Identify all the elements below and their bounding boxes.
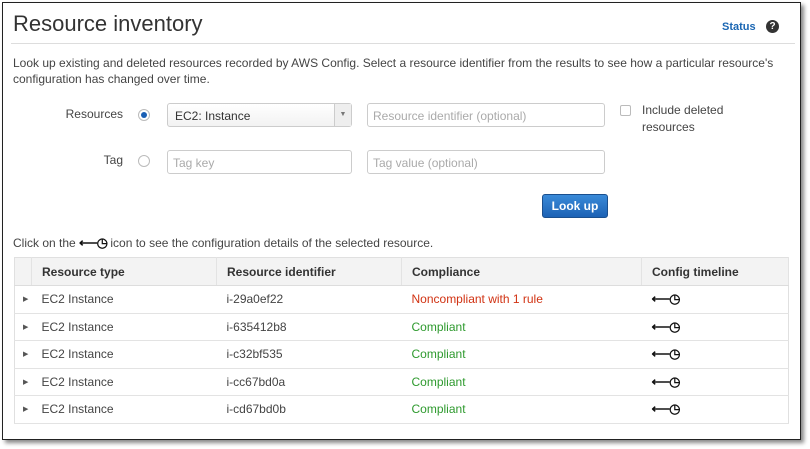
config-timeline-cell: ⟵◷ [641, 368, 789, 396]
config-timeline-cell: ⟵◷ [641, 285, 789, 314]
expand-row-icon[interactable]: ▶ [14, 313, 32, 341]
table-row: ▶ EC2 Instance i-29a0ef22 Noncompliant w… [14, 285, 789, 314]
column-resource-identifier[interactable]: Resource identifier [216, 257, 402, 286]
expand-row-icon[interactable]: ▶ [14, 368, 32, 396]
config-timeline-icon[interactable]: ⟵◷ [651, 373, 681, 389]
resource-identifier-cell[interactable]: i-635412b8 [216, 313, 402, 341]
expand-row-icon[interactable]: ▶ [14, 285, 32, 314]
table-header: Resource type Resource identifier Compli… [14, 257, 789, 286]
resource-type-cell: EC2 Instance [31, 395, 217, 424]
tag-value-input[interactable]: Tag value (optional) [367, 150, 605, 174]
hint-text: Click on the ⟵◷ icon to see the configur… [13, 235, 433, 251]
resource-type-cell: EC2 Instance [31, 368, 217, 396]
resources-radio[interactable] [138, 109, 150, 121]
column-config-timeline[interactable]: Config timeline [641, 257, 789, 286]
resource-identifier-cell[interactable]: i-c32bf535 [216, 340, 402, 369]
config-timeline-icon: ⟵◷ [79, 235, 108, 250]
resource-identifier-input[interactable]: Resource identifier (optional) [367, 103, 605, 127]
resource-type-value: EC2: Instance [175, 109, 251, 123]
resource-type-select[interactable]: EC2: Instance ▼ [167, 103, 352, 127]
table-row: ▶ EC2 Instance i-cd67bd0b Compliant ⟵◷ [14, 395, 789, 424]
divider [11, 43, 795, 44]
resources-label: Resources [65, 107, 123, 121]
chevron-down-icon: ▼ [334, 104, 351, 126]
table-row: ▶ EC2 Instance i-635412b8 Compliant ⟵◷ [14, 313, 789, 341]
column-resource-type[interactable]: Resource type [31, 257, 217, 286]
table-row: ▶ EC2 Instance i-cc67bd0a Compliant ⟵◷ [14, 368, 789, 396]
resource-type-cell: EC2 Instance [31, 285, 217, 314]
config-timeline-cell: ⟵◷ [641, 340, 789, 369]
include-deleted-checkbox[interactable] [620, 105, 631, 116]
config-timeline-cell: ⟵◷ [641, 395, 789, 424]
resource-identifier-cell[interactable]: i-29a0ef22 [216, 285, 402, 314]
hint-after: icon to see the configuration details of… [110, 236, 434, 250]
config-timeline-icon[interactable]: ⟵◷ [651, 291, 681, 307]
resource-type-cell: EC2 Instance [31, 313, 217, 341]
compliance-cell: Compliant [401, 395, 642, 424]
tag-label: Tag [103, 153, 123, 167]
resource-identifier-cell[interactable]: i-cd67bd0b [216, 395, 402, 424]
tag-radio[interactable] [138, 155, 150, 167]
config-timeline-icon[interactable]: ⟵◷ [651, 401, 681, 417]
resources-table: Resource type Resource identifier Compli… [14, 257, 789, 424]
config-timeline-icon[interactable]: ⟵◷ [651, 318, 681, 334]
column-compliance[interactable]: Compliance [401, 257, 642, 286]
include-deleted-label: Include deleted resources [642, 103, 724, 134]
resource-identifier-cell[interactable]: i-cc67bd0a [216, 368, 402, 396]
hint-before: Click on the [13, 236, 76, 250]
expand-row-icon[interactable]: ▶ [14, 395, 32, 424]
expander-header [14, 257, 32, 286]
resource-type-cell: EC2 Instance [31, 340, 217, 369]
table-row: ▶ EC2 Instance i-c32bf535 Compliant ⟵◷ [14, 340, 789, 369]
description: Look up existing and deleted resources r… [13, 56, 774, 86]
config-timeline-cell: ⟵◷ [641, 313, 789, 341]
page-title: Resource inventory [13, 11, 203, 36]
compliance-cell: Noncompliant with 1 rule [401, 285, 642, 314]
compliance-cell: Compliant [401, 313, 642, 341]
compliance-cell: Compliant [401, 340, 642, 369]
status-link[interactable]: Status [722, 21, 756, 33]
compliance-cell: Compliant [401, 368, 642, 396]
look-up-button[interactable]: Look up [542, 194, 608, 218]
help-icon[interactable]: ? [766, 20, 779, 33]
resource-inventory-window: Resource inventory Status ? Look up exis… [2, 2, 801, 440]
tag-key-input[interactable]: Tag key [167, 150, 352, 174]
expand-row-icon[interactable]: ▶ [14, 340, 32, 369]
config-timeline-icon[interactable]: ⟵◷ [651, 346, 681, 362]
